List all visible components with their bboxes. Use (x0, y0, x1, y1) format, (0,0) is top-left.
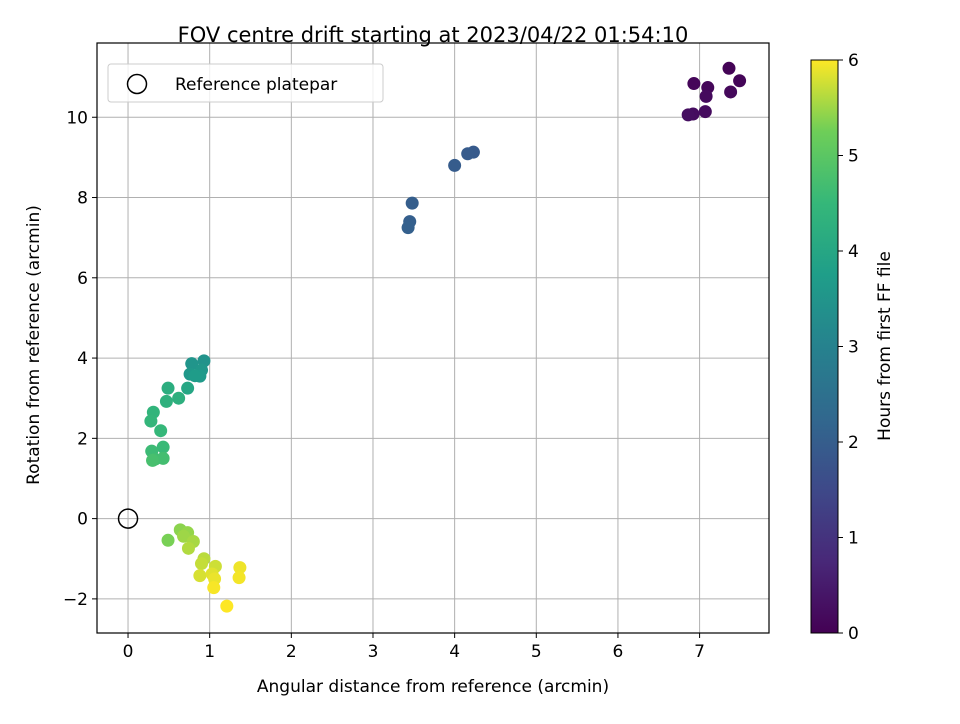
y-axis-label: Rotation from reference (arcmin) (24, 205, 44, 485)
colorbar-label: Hours from first FF file (875, 251, 895, 441)
data-point (161, 381, 175, 395)
reference-point-layer (117, 508, 139, 529)
y-tick-label: 6 (77, 269, 88, 289)
data-point (207, 581, 221, 595)
colorbar-tick-label: 4 (848, 242, 859, 262)
legend-box (107, 63, 384, 103)
colorbar-tick-label: 5 (848, 147, 859, 167)
x-tick-label: 1 (204, 642, 215, 662)
x-tick-label: 6 (613, 642, 624, 662)
y-axis-ticks: −2 0 2 4 6 8 10 (63, 108, 97, 610)
x-axis-label: Angular distance from reference (arcmin) (257, 677, 609, 697)
plot-frame (96, 42, 770, 634)
legend: Reference platepar (107, 63, 384, 103)
y-tick-label: 10 (66, 108, 88, 128)
data-point (448, 158, 462, 172)
data-point (722, 61, 736, 75)
data-point (698, 105, 712, 119)
data-point (724, 85, 738, 99)
data-point (156, 451, 170, 465)
data-points (144, 61, 747, 613)
legend-label: Reference platepar (175, 75, 337, 95)
data-point (405, 196, 419, 210)
y-tick-label: 8 (77, 189, 88, 209)
data-point (185, 357, 199, 371)
data-point (193, 569, 207, 583)
data-point (733, 74, 747, 88)
data-point (220, 599, 234, 613)
data-point (144, 414, 158, 428)
x-tick-label: 7 (694, 642, 705, 662)
colorbar-tick-label: 3 (848, 338, 859, 358)
data-point (156, 440, 170, 454)
grid (97, 43, 769, 633)
data-point (161, 533, 175, 547)
data-point (159, 394, 173, 408)
data-point (181, 541, 195, 555)
colorbar-tick-label: 2 (848, 433, 859, 453)
y-tick-label: 4 (77, 349, 88, 369)
data-point (146, 453, 160, 467)
legend-marker-open-circle (126, 73, 148, 95)
x-tick-label: 2 (286, 642, 297, 662)
data-point (232, 571, 246, 585)
data-point (687, 77, 701, 91)
data-point (195, 557, 209, 571)
data-point (233, 561, 247, 575)
data-point (401, 221, 415, 235)
x-tick-label: 0 (123, 642, 134, 662)
colorbar-tick-label: 1 (848, 529, 859, 549)
data-point (461, 147, 475, 161)
colorbar-gradient (810, 59, 839, 634)
data-point (181, 381, 195, 395)
colorbar: 0 1 2 3 4 5 6 Hours from first FF file (810, 51, 895, 644)
data-point (177, 529, 191, 543)
x-tick-label: 4 (449, 642, 460, 662)
x-axis-ticks: 0 1 2 3 4 5 6 7 (123, 633, 705, 662)
y-tick-label: 0 (77, 510, 88, 530)
y-tick-label: −2 (63, 590, 88, 610)
reference-platepar-marker (117, 508, 139, 529)
data-point (154, 424, 168, 438)
data-point (172, 391, 186, 405)
colorbar-ticks: 0 1 2 3 4 5 6 (838, 51, 859, 644)
data-point (681, 108, 695, 122)
x-tick-label: 3 (368, 642, 379, 662)
x-tick-label: 5 (531, 642, 542, 662)
y-tick-label: 2 (77, 429, 88, 449)
data-point (699, 89, 713, 103)
colorbar-tick-label: 0 (848, 624, 859, 644)
data-point (188, 369, 202, 383)
colorbar-tick-label: 6 (848, 51, 859, 71)
